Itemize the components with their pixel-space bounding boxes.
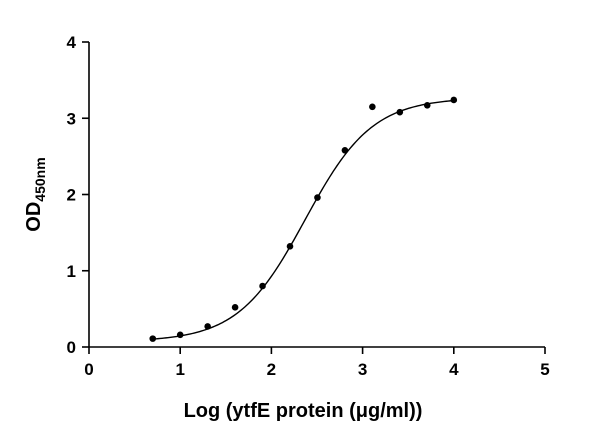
y-axis-title: OD450nm: [23, 157, 48, 231]
data-point: [176, 331, 184, 339]
x-tick-label: 4: [449, 360, 459, 379]
y-ticks: 0 1 2 3 4: [67, 33, 89, 357]
data-point: [149, 335, 157, 342]
y-tick-label: 3: [67, 109, 76, 128]
data-point: [204, 323, 211, 330]
data-point: [259, 282, 266, 290]
y-axis: 0 1 2 3 4: [67, 33, 90, 357]
y-axis-title-main: OD: [23, 202, 45, 232]
fit-curve: [152, 99, 454, 340]
data-point: [314, 194, 321, 201]
y-tick-label: 2: [67, 186, 76, 205]
x-tick-label: 5: [540, 360, 549, 379]
data-point: [369, 103, 376, 111]
y-tick-label: 4: [67, 33, 77, 52]
data-point: [286, 243, 294, 250]
x-tick-label: 1: [175, 360, 184, 379]
data-point: [423, 101, 431, 109]
data-point: [450, 96, 458, 104]
x-axis: 0 1 2 3 4 5: [84, 346, 550, 379]
data-point: [341, 146, 349, 154]
y-tick-label: 0: [67, 338, 76, 357]
x-tick-label: 3: [358, 360, 367, 379]
data-point: [231, 304, 239, 311]
x-tick-label: 0: [84, 360, 93, 379]
x-axis-title: Log (ytfE protein (μg/ml)): [184, 400, 423, 422]
data-points: [149, 96, 458, 342]
y-axis-title-subscript: 450nm: [32, 157, 48, 201]
x-tick-label: 2: [267, 360, 276, 379]
plot-area: [149, 96, 458, 342]
y-tick-label: 1: [67, 262, 76, 281]
data-point: [396, 108, 404, 116]
x-ticks: 0 1 2 3 4 5: [84, 347, 550, 379]
